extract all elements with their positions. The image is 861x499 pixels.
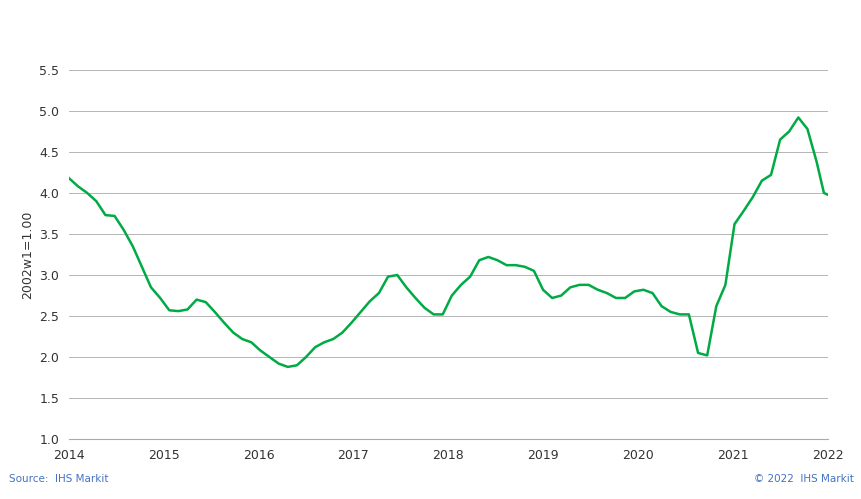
Y-axis label: 2002w1=1.00: 2002w1=1.00 <box>21 210 34 299</box>
Text: Source:  IHS Markit: Source: IHS Markit <box>9 474 108 484</box>
Text: IHS Markit Materials Price Index: IHS Markit Materials Price Index <box>10 20 364 39</box>
Text: © 2022  IHS Markit: © 2022 IHS Markit <box>753 474 852 484</box>
